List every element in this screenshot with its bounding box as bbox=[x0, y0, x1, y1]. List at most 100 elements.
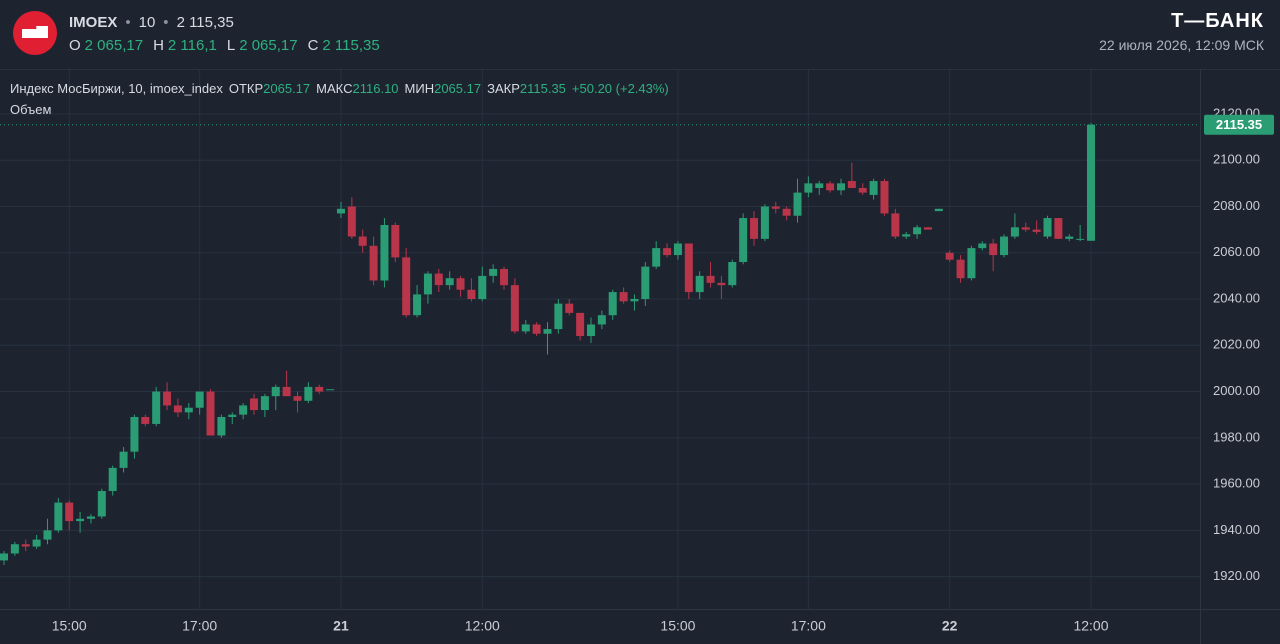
candle-body bbox=[21, 544, 30, 547]
candle-body bbox=[402, 257, 411, 316]
candle-body bbox=[1054, 218, 1063, 239]
candle-body bbox=[934, 208, 943, 212]
candle-body bbox=[260, 396, 269, 411]
candle-body bbox=[815, 183, 824, 188]
ticker-row: IMOEX • 10 • 2 115,35 bbox=[69, 14, 234, 31]
candle-body bbox=[978, 243, 987, 249]
y-tick-label: 2060.00 bbox=[1213, 244, 1260, 259]
x-tick-label: 22 bbox=[942, 618, 958, 634]
dot: • bbox=[125, 14, 131, 31]
x-tick-label: 15:00 bbox=[660, 618, 695, 634]
last-price-box bbox=[1204, 114, 1274, 135]
candle-body bbox=[228, 414, 237, 417]
x-tick-label: 21 bbox=[333, 618, 349, 634]
candle-body bbox=[771, 206, 780, 209]
legend-key: ОТКР bbox=[228, 81, 264, 96]
candle-body bbox=[86, 516, 95, 519]
logo bbox=[13, 11, 57, 55]
candle-body bbox=[108, 467, 117, 492]
y-tick-label: 1980.00 bbox=[1213, 429, 1260, 444]
legend-key: МАКС bbox=[316, 81, 353, 96]
candle-body bbox=[76, 518, 85, 522]
candle-body bbox=[945, 252, 954, 260]
candle-body bbox=[597, 315, 606, 325]
candle-body bbox=[413, 294, 422, 316]
candle-body bbox=[673, 243, 682, 256]
legend-key: МИН bbox=[404, 81, 435, 96]
candle-body bbox=[989, 243, 998, 256]
candle-body bbox=[923, 227, 932, 230]
candle-body bbox=[684, 243, 693, 293]
candle-body bbox=[54, 502, 63, 531]
candle-body bbox=[847, 181, 856, 188]
y-tick-label: 1920.00 bbox=[1213, 568, 1260, 583]
candle-body bbox=[250, 398, 259, 411]
candle-body bbox=[869, 181, 878, 195]
candle-body bbox=[152, 391, 161, 424]
candle-body bbox=[293, 396, 302, 401]
brand: Т—БАНК bbox=[1171, 10, 1264, 32]
candle-body bbox=[358, 236, 367, 246]
y-tick-label: 2080.00 bbox=[1213, 198, 1260, 213]
y-tick-label: 2020.00 bbox=[1213, 337, 1260, 352]
candle-body bbox=[456, 278, 465, 290]
candle-body bbox=[652, 248, 661, 267]
legend-key: ЗАКР bbox=[487, 81, 520, 96]
chart-legend: Индекс МосБиржи, 10, imoex_index ОТКР206… bbox=[10, 81, 669, 96]
legend-value: 2065.17 bbox=[434, 81, 482, 96]
candle-body bbox=[500, 268, 509, 286]
x-tick-label: 17:00 bbox=[791, 618, 826, 634]
dot: • bbox=[163, 14, 169, 31]
candle-body bbox=[347, 206, 356, 237]
candle-body bbox=[858, 187, 867, 193]
datetime: 22 июля 2026, 12:09 МСК bbox=[1099, 37, 1264, 53]
candle-body bbox=[478, 275, 487, 300]
legend-item: МИН2065.17 bbox=[405, 81, 482, 96]
candle-body bbox=[750, 218, 759, 239]
legend-value: 2065.17 bbox=[263, 81, 311, 96]
candle-body bbox=[630, 299, 639, 302]
candle-body bbox=[880, 181, 889, 214]
x-tick-label: 12:00 bbox=[1073, 618, 1108, 634]
candle-body bbox=[565, 303, 574, 313]
ticker: IMOEX bbox=[69, 14, 118, 31]
change: +50.20 (+2.43%) bbox=[571, 81, 669, 96]
candle-body bbox=[826, 183, 835, 191]
candle-body bbox=[43, 530, 52, 540]
candle-body bbox=[521, 324, 530, 332]
logo-shape bbox=[22, 26, 48, 38]
candle-body bbox=[510, 285, 519, 332]
candle-body bbox=[1010, 227, 1019, 237]
candle-body bbox=[1000, 236, 1009, 256]
candle-body bbox=[739, 218, 748, 263]
candle-body bbox=[728, 262, 737, 286]
legend-value: 2116.10 bbox=[352, 81, 399, 96]
volume-label: Объем bbox=[10, 102, 52, 117]
candle-body bbox=[576, 312, 585, 337]
candle-body bbox=[434, 273, 443, 286]
candle-body bbox=[32, 539, 41, 547]
candle-body bbox=[369, 245, 378, 281]
candle-body bbox=[1087, 124, 1095, 241]
candle-body bbox=[706, 275, 715, 283]
candle-body bbox=[967, 248, 976, 279]
x-tick-label: 17:00 bbox=[182, 618, 217, 634]
x-tick-label: 15:00 bbox=[52, 618, 87, 634]
candle-body bbox=[163, 391, 172, 406]
candle-body bbox=[173, 405, 182, 413]
ohlc-key: O bbox=[69, 37, 81, 54]
candle-body bbox=[608, 292, 617, 316]
candle-body bbox=[619, 292, 628, 302]
candle-body bbox=[217, 416, 226, 436]
ohlc-key: C bbox=[307, 37, 319, 54]
candle-body bbox=[586, 324, 595, 337]
candle-body bbox=[130, 416, 139, 452]
ohlc-key: H bbox=[153, 37, 164, 54]
candle-body bbox=[663, 248, 672, 256]
candle-body bbox=[956, 259, 965, 279]
legend-value: 2115.35 bbox=[519, 81, 566, 96]
candle-body bbox=[554, 303, 563, 330]
